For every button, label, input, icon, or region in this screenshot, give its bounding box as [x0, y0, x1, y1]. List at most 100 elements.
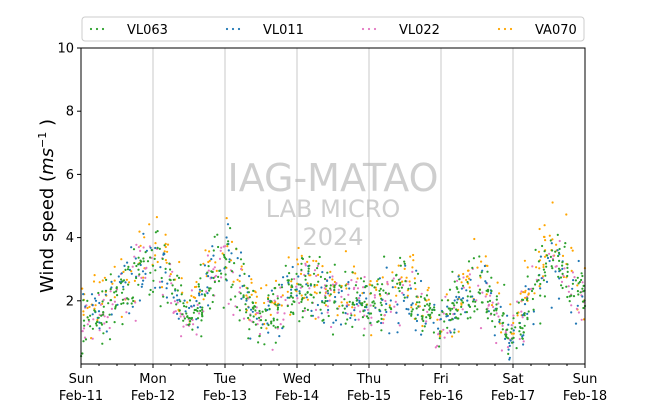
data-point: [272, 293, 275, 296]
data-point: [489, 292, 493, 295]
data-point: [414, 303, 418, 306]
data-point: [512, 329, 515, 332]
data-point: [243, 272, 246, 275]
data-point: [290, 284, 293, 287]
data-point: [442, 312, 445, 315]
data-point: [373, 286, 376, 289]
data-point: [122, 270, 125, 273]
data-point: [427, 298, 430, 301]
data-point: [292, 312, 295, 316]
data-point: [308, 264, 311, 267]
data-point: [265, 327, 268, 330]
data-point: [293, 300, 296, 303]
data-point: [352, 265, 356, 268]
data-point: [321, 319, 324, 322]
data-point: [399, 283, 402, 286]
data-point: [177, 276, 181, 279]
x-tick-day: Sun: [69, 372, 94, 387]
data-point: [578, 280, 582, 284]
y-tick-label: 2: [66, 294, 74, 309]
data-point: [512, 321, 515, 325]
data-point: [426, 303, 429, 306]
data-point: [523, 312, 526, 315]
data-point: [323, 301, 326, 305]
data-point: [414, 329, 417, 332]
data-point: [131, 265, 134, 268]
legend-marker: [367, 27, 371, 31]
data-point: [86, 316, 89, 319]
data-point: [148, 223, 151, 226]
data-point: [526, 318, 529, 321]
data-point: [102, 305, 105, 308]
data-point: [333, 286, 336, 289]
legend-label: VL063: [127, 23, 168, 38]
data-point: [274, 326, 277, 329]
data-point: [451, 318, 454, 321]
data-point: [542, 279, 546, 282]
data-point: [175, 294, 179, 297]
data-point: [469, 316, 472, 319]
data-point: [313, 285, 316, 288]
data-point: [101, 279, 104, 282]
data-point: [363, 275, 366, 279]
data-point: [198, 294, 201, 297]
data-point: [490, 312, 493, 315]
data-point: [311, 314, 314, 317]
data-point: [539, 322, 542, 325]
data-point: [180, 277, 183, 280]
data-point: [577, 311, 581, 314]
data-point: [467, 277, 471, 280]
data-point: [311, 301, 314, 304]
data-point: [326, 305, 329, 308]
data-point: [158, 280, 161, 283]
data-point: [384, 299, 387, 303]
data-point: [576, 304, 579, 307]
data-point: [453, 304, 456, 307]
data-point: [398, 324, 401, 327]
data-point: [375, 280, 379, 283]
data-point: [202, 298, 205, 301]
data-point: [132, 248, 136, 251]
data-point: [552, 259, 555, 262]
data-point: [427, 286, 430, 289]
data-point: [452, 302, 455, 305]
data-point: [326, 271, 329, 274]
data-point: [446, 331, 449, 334]
data-point: [251, 301, 255, 305]
data-point: [178, 309, 181, 312]
data-point: [86, 323, 89, 326]
data-point: [333, 263, 336, 266]
data-point: [212, 254, 215, 257]
data-point: [110, 307, 113, 310]
data-point: [536, 280, 539, 283]
data-point: [566, 274, 569, 278]
data-point: [194, 308, 197, 312]
data-point: [479, 327, 483, 330]
legend-label: VL022: [399, 23, 440, 38]
data-point: [432, 331, 435, 334]
data-point: [396, 303, 399, 306]
data-point: [324, 300, 327, 303]
data-point: [446, 326, 449, 329]
data-point: [540, 277, 543, 280]
data-point: [439, 318, 442, 321]
data-point: [498, 292, 501, 295]
data-point: [362, 280, 365, 283]
data-point: [289, 313, 292, 316]
data-point: [326, 279, 329, 282]
data-point: [419, 279, 423, 283]
data-point: [416, 272, 420, 275]
data-point: [500, 349, 503, 352]
data-point: [323, 277, 327, 281]
data-point: [397, 322, 400, 325]
data-point: [580, 318, 583, 321]
data-point: [411, 302, 414, 305]
data-point: [515, 347, 518, 350]
data-point: [412, 259, 415, 262]
data-point: [493, 325, 497, 328]
data-point: [415, 307, 418, 310]
data-point: [332, 321, 335, 324]
data-point: [304, 274, 307, 278]
data-point: [142, 246, 145, 249]
data-point: [453, 299, 456, 302]
